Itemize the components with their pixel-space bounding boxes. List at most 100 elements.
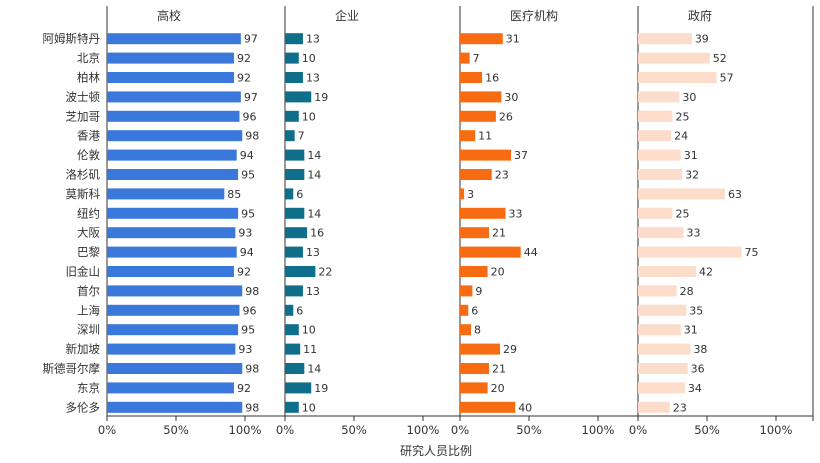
bar bbox=[638, 324, 681, 336]
bar bbox=[285, 188, 294, 200]
data-label: 14 bbox=[307, 149, 321, 162]
data-label: 13 bbox=[306, 72, 320, 85]
data-label: 25 bbox=[676, 110, 690, 123]
data-label: 93 bbox=[238, 227, 252, 240]
data-label: 98 bbox=[245, 130, 259, 143]
bar bbox=[460, 363, 489, 374]
data-label: 23 bbox=[495, 169, 509, 182]
bar bbox=[107, 207, 239, 219]
bar bbox=[285, 401, 299, 413]
category-label: 多伦多 bbox=[66, 400, 101, 414]
data-label: 14 bbox=[307, 207, 321, 220]
data-label: 96 bbox=[242, 304, 256, 317]
data-label: 97 bbox=[244, 91, 258, 104]
bar bbox=[638, 130, 672, 142]
data-label: 7 bbox=[473, 52, 480, 65]
data-label: 8 bbox=[474, 324, 481, 337]
bar bbox=[285, 343, 301, 355]
data-label: 31 bbox=[684, 149, 698, 162]
bar bbox=[638, 343, 691, 355]
bar bbox=[107, 304, 240, 316]
data-label: 93 bbox=[238, 343, 252, 356]
bar bbox=[460, 110, 496, 122]
bar bbox=[638, 188, 725, 200]
bar bbox=[638, 72, 717, 83]
data-label: 32 bbox=[685, 169, 699, 182]
bar bbox=[638, 169, 683, 180]
bar bbox=[285, 363, 305, 374]
category-label: 香港 bbox=[77, 129, 100, 143]
bar bbox=[460, 52, 470, 64]
x-tick-label: 50% bbox=[516, 423, 542, 437]
data-label: 25 bbox=[676, 207, 690, 220]
bar bbox=[285, 91, 312, 103]
category-label: 东京 bbox=[77, 381, 100, 395]
data-label: 92 bbox=[237, 382, 251, 395]
data-label: 33 bbox=[687, 227, 701, 240]
bar bbox=[638, 110, 673, 122]
bar bbox=[285, 266, 316, 277]
bar bbox=[107, 91, 241, 103]
bar bbox=[638, 285, 677, 297]
data-label: 31 bbox=[506, 33, 520, 46]
data-label: 20 bbox=[491, 382, 505, 395]
bar bbox=[460, 343, 501, 355]
data-label: 14 bbox=[307, 363, 321, 376]
bar bbox=[460, 72, 483, 83]
category-label: 莫斯科 bbox=[66, 187, 101, 201]
bar bbox=[107, 343, 236, 355]
bar bbox=[638, 52, 710, 64]
bar bbox=[638, 149, 681, 161]
data-label: 16 bbox=[485, 72, 499, 85]
x-tick-label: 100% bbox=[760, 423, 793, 437]
data-label: 96 bbox=[242, 110, 256, 123]
x-tick-label: 100% bbox=[407, 423, 440, 437]
x-tick-label: 50% bbox=[341, 423, 367, 437]
data-label: 11 bbox=[303, 343, 317, 356]
category-label: 阿姆斯特丹 bbox=[43, 32, 101, 46]
bar bbox=[285, 304, 294, 316]
data-label: 85 bbox=[227, 188, 241, 201]
bar bbox=[107, 382, 234, 394]
data-label: 31 bbox=[684, 324, 698, 337]
data-label: 28 bbox=[680, 285, 694, 298]
category-label: 深圳 bbox=[77, 323, 100, 337]
bar bbox=[107, 52, 234, 64]
bar bbox=[107, 324, 239, 336]
panel-title: 医疗机构 bbox=[510, 8, 558, 23]
bar bbox=[460, 285, 473, 297]
data-label: 30 bbox=[504, 91, 518, 104]
data-label: 21 bbox=[492, 363, 506, 376]
category-label: 纽约 bbox=[77, 206, 100, 220]
x-tick-label: 0% bbox=[629, 423, 647, 437]
data-label: 52 bbox=[713, 52, 727, 65]
bar bbox=[285, 110, 299, 122]
data-label: 98 bbox=[245, 401, 259, 414]
bar bbox=[460, 304, 469, 316]
data-label: 39 bbox=[695, 33, 709, 46]
bar bbox=[460, 91, 502, 103]
bar bbox=[107, 33, 241, 45]
category-label: 北京 bbox=[77, 51, 100, 65]
bar bbox=[285, 149, 305, 161]
category-label: 首尔 bbox=[77, 284, 100, 298]
bar bbox=[285, 382, 312, 394]
bar bbox=[638, 363, 688, 374]
data-label: 10 bbox=[302, 52, 316, 65]
data-label: 6 bbox=[471, 304, 478, 317]
panel-title: 企业 bbox=[335, 8, 359, 23]
data-label: 20 bbox=[491, 266, 505, 279]
data-label: 33 bbox=[509, 207, 523, 220]
category-label: 伦敦 bbox=[77, 148, 100, 162]
bar bbox=[107, 285, 243, 297]
bar bbox=[285, 207, 305, 219]
data-label: 13 bbox=[306, 33, 320, 46]
category-label: 上海 bbox=[77, 303, 100, 317]
bar bbox=[107, 266, 234, 277]
x-tick-label: 50% bbox=[694, 423, 720, 437]
data-label: 14 bbox=[307, 169, 321, 182]
bar bbox=[107, 110, 240, 122]
bar bbox=[107, 130, 243, 142]
data-label: 10 bbox=[302, 324, 316, 337]
data-label: 16 bbox=[310, 227, 324, 240]
